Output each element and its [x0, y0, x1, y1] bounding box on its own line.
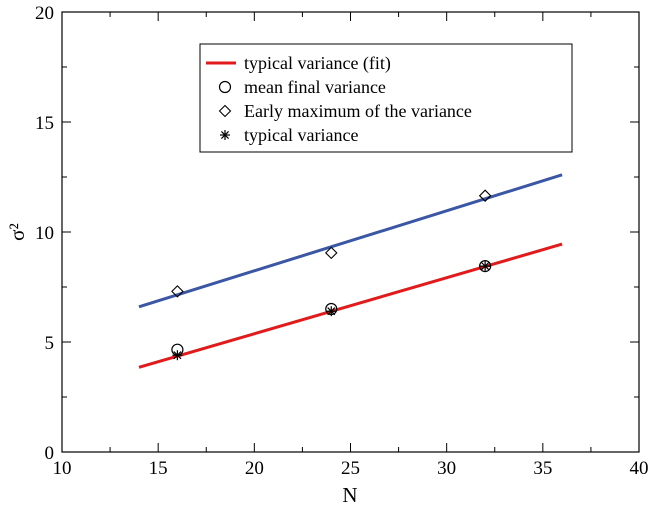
legend-circle-swatch [218, 80, 232, 94]
y-tick-label: 15 [35, 113, 54, 134]
x-tick-label: 20 [245, 458, 264, 479]
x-tick-label: 15 [149, 458, 168, 479]
legend-label: typical variance (fit) [244, 53, 391, 74]
legend-label: mean final variance [244, 77, 386, 97]
data-point-diamond [478, 189, 492, 202]
fit-line-1 [138, 173, 563, 309]
axis-ticks [61, 11, 640, 453]
data-point-star [480, 261, 491, 272]
x-tick-labels: 10 15 20 25 30 35 40 [53, 458, 649, 479]
y-tick-label: 0 [45, 443, 55, 464]
data-point-circle [479, 260, 492, 273]
y-tick-label: 20 [35, 3, 54, 24]
legend-star-swatch [220, 130, 230, 140]
legend-box [199, 43, 573, 153]
legend-label: typical variance [244, 125, 358, 145]
y-axis-label: σ² [5, 223, 29, 241]
legend-label: Early maximum of the variance [244, 101, 472, 121]
data-point-star [172, 350, 183, 361]
y-tick-label: 10 [35, 223, 54, 244]
data-markers [171, 189, 492, 361]
x-tick-label: 30 [437, 458, 456, 479]
x-tick-label: 40 [630, 458, 649, 479]
x-tick-label: 10 [53, 458, 72, 479]
fit-lines [138, 173, 563, 369]
y-tick-label: 5 [45, 333, 55, 354]
x-tick-label: 25 [341, 458, 360, 479]
fit-line-0 [138, 242, 563, 369]
data-point-diamond [324, 246, 338, 260]
y-tick-labels: 0 5 10 15 20 [35, 3, 54, 464]
x-axis-label: N [342, 483, 357, 507]
legend-items: typical variance (fit) mean final varianc… [206, 53, 472, 145]
legend-diamond-swatch [218, 104, 232, 118]
x-tick-label: 35 [533, 458, 552, 479]
legend: typical variance (fit) mean final varianc… [199, 43, 573, 153]
data-point-star [326, 306, 337, 317]
data-point-diamond [171, 285, 184, 298]
